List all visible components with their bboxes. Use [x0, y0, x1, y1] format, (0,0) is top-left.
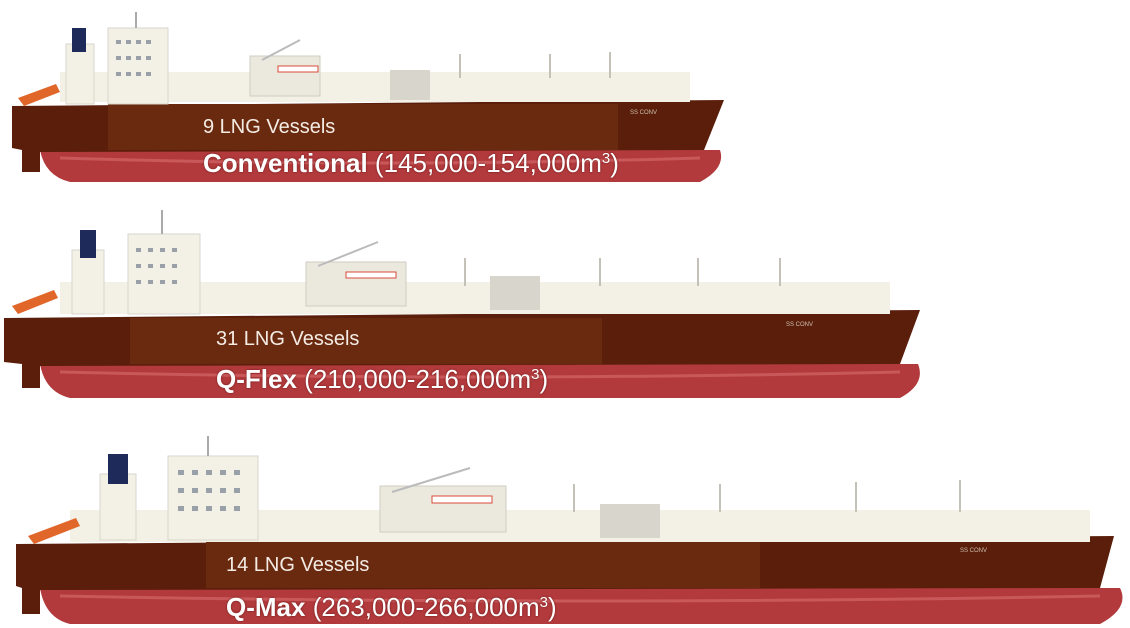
lifeboat [28, 518, 80, 544]
capacity: (145,000-154,000m [374, 148, 602, 178]
lower-hull [40, 364, 920, 398]
ship-q-flex: SS CONV 31 LNG Vessels Q-Flex (210,000-2… [0, 210, 940, 410]
hull-marking: SS CONV [786, 322, 813, 328]
hull-marking: SS CONV [630, 110, 657, 116]
capacity-close: ) [539, 364, 549, 394]
ship-conventional-illustration: SS CONV [12, 12, 724, 182]
capacity-unit-superscript: 3 [601, 150, 611, 167]
class-name: Conventional [203, 148, 368, 178]
vessel-count: 31 LNG Vessels [216, 328, 360, 350]
ship-q-flex-illustration: SS CONV [4, 210, 920, 398]
capacity: (263,000-266,000m [312, 592, 540, 622]
lower-hull [40, 150, 722, 182]
capacity: (210,000-216,000m [304, 364, 532, 394]
ship-conventional: SS CONV 9 LNG Vessels Conventional (145,… [0, 0, 740, 200]
ship-q-max: SS CONV 14 LNG Vessels Q-Max (263,000-26… [0, 430, 1130, 628]
capacity-unit-superscript: 3 [531, 366, 540, 383]
hull-marking: SS CONV [960, 548, 987, 554]
lifeboat [12, 290, 58, 314]
class-name: Q-Max [226, 592, 306, 622]
vessel-count: 14 LNG Vessels [226, 554, 370, 576]
lifeboat [18, 84, 60, 106]
capacity-close: ) [610, 148, 619, 178]
funnel [80, 230, 96, 258]
ship-class-label: Conventional (145,000-154,000m3) [203, 148, 619, 179]
capacity-close: ) [548, 592, 557, 622]
class-name: Q-Flex [216, 364, 297, 394]
capacity-unit-superscript: 3 [539, 594, 548, 611]
ship-class-label: Q-Flex (210,000-216,000m3) [216, 364, 548, 395]
funnel [108, 454, 128, 484]
lower-hull [40, 588, 1123, 624]
ship-q-max-illustration: SS CONV [16, 436, 1123, 624]
funnel [72, 28, 86, 52]
ship-class-label: Q-Max (263,000-266,000m3) [226, 592, 557, 623]
vessel-count: 9 LNG Vessels [203, 116, 336, 138]
